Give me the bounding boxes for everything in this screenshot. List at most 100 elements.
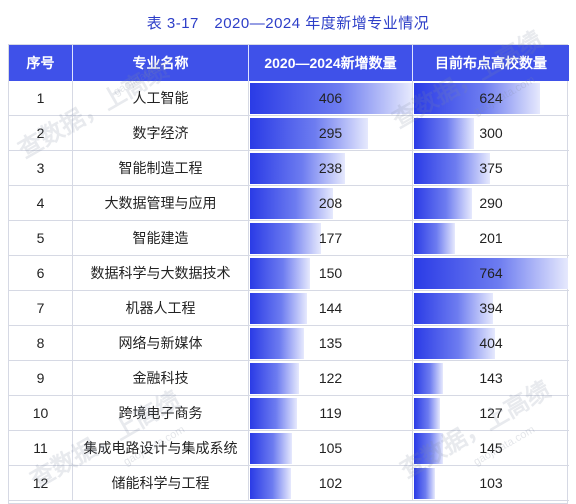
school-count-cell: 394 [413, 291, 569, 326]
table-row: 6 数据科学与大数据技术 150 764 [9, 256, 569, 291]
school-count-cell: 404 [413, 326, 569, 361]
new-count-label: 295 [318, 125, 343, 141]
new-count-label: 119 [319, 405, 342, 421]
row-index: 10 [9, 396, 73, 431]
table-row: 9 金融科技 122 143 [9, 361, 569, 396]
school-count-cell: 201 [413, 221, 569, 256]
row-major-name: 机器人工程 [73, 291, 249, 326]
row-index: 9 [9, 361, 73, 396]
new-count-label: 150 [318, 265, 343, 281]
school-count-label: 404 [479, 335, 503, 351]
school-count-bar [414, 468, 435, 499]
row-index: 7 [9, 291, 73, 326]
school-count-label: 290 [479, 195, 503, 211]
row-major-name: 智能制造工程 [73, 151, 249, 186]
new-count-cell: 119 [249, 396, 413, 431]
header-index: 序号 [9, 45, 73, 81]
school-count-cell: 143 [413, 361, 569, 396]
new-count-bar [250, 433, 292, 464]
school-count-label: 764 [479, 265, 503, 281]
new-count-bar [250, 153, 345, 184]
new-count-bar [250, 328, 304, 359]
new-count-bar [250, 363, 299, 394]
new-count-bar [250, 293, 307, 324]
new-count-cell: 406 [249, 81, 413, 116]
table-row: 10 跨境电子商务 119 127 [9, 396, 569, 431]
school-count-bar [414, 223, 455, 254]
school-count-cell: 103 [413, 466, 569, 501]
row-major-name: 金融科技 [73, 361, 249, 396]
row-index: 8 [9, 326, 73, 361]
header-major-name: 专业名称 [73, 45, 249, 81]
school-count-cell: 624 [413, 81, 569, 116]
school-count-label: 201 [479, 230, 503, 246]
data-table: 序号 专业名称 2020—2024新增数量 目前布点高校数量 1 人工智能 406 6… [8, 44, 569, 504]
table-row: 1 人工智能 406 624 [9, 81, 569, 116]
new-count-cell: 105 [249, 431, 413, 466]
new-count-bar [250, 258, 310, 289]
new-count-cell: 102 [249, 466, 413, 501]
school-count-bar [414, 83, 540, 114]
school-count-cell: 145 [413, 431, 569, 466]
new-count-cell: 295 [249, 116, 413, 151]
table-row: 8 网络与新媒体 135 404 [9, 326, 569, 361]
row-major-name: 人工智能 [73, 81, 249, 116]
school-count-bar [414, 433, 443, 464]
row-index: 2 [9, 116, 73, 151]
table-row: 2 数字经济 295 300 [9, 116, 569, 151]
new-count-cell: 135 [249, 326, 413, 361]
row-major-name: 网络与新媒体 [73, 326, 249, 361]
new-count-cell: 208 [249, 186, 413, 221]
new-count-label: 406 [318, 90, 343, 106]
header-new-count: 2020—2024新增数量 [249, 45, 413, 81]
row-major-name: 智能建造 [73, 221, 249, 256]
new-count-cell: 144 [249, 291, 413, 326]
school-count-cell: 300 [413, 116, 569, 151]
row-index: 12 [9, 466, 73, 501]
row-major-name: 跨境电子商务 [73, 396, 249, 431]
school-count-bar [414, 293, 493, 324]
school-count-bar [414, 188, 472, 219]
school-count-bar [414, 258, 568, 289]
row-major-name: 大数据管理与应用 [73, 186, 249, 221]
table-row: 11 集成电路设计与集成系统 105 145 [9, 431, 569, 466]
new-count-cell: 238 [249, 151, 413, 186]
row-major-name: 数字经济 [73, 116, 249, 151]
school-count-label: 145 [479, 440, 503, 456]
school-count-bar [414, 328, 495, 359]
new-count-cell: 122 [249, 361, 413, 396]
table-title: 表 3-17 2020—2024 年度新增专业情况 [146, 15, 430, 32]
row-major-name: 集成电路设计与集成系统 [73, 431, 249, 466]
table-header-row: 序号 专业名称 2020—2024新增数量 目前布点高校数量 [9, 45, 569, 81]
table-row: 5 智能建造 177 201 [9, 221, 569, 256]
table-row: 12 储能科学与工程 102 103 [9, 466, 569, 501]
new-count-bar [250, 118, 368, 149]
row-index: 1 [9, 81, 73, 116]
new-count-label: 135 [318, 335, 343, 351]
new-count-label: 102 [318, 475, 343, 491]
school-count-label: 103 [479, 475, 503, 491]
new-count-cell: 150 [249, 256, 413, 291]
school-count-label: 143 [479, 370, 503, 386]
row-index: 3 [9, 151, 73, 186]
new-count-cell: 177 [249, 221, 413, 256]
school-count-label: 624 [479, 90, 503, 106]
new-count-label: 208 [318, 195, 343, 211]
new-count-bar [250, 188, 333, 219]
school-count-cell: 127 [413, 396, 569, 431]
table-row: 7 机器人工程 144 394 [9, 291, 569, 326]
new-count-bar [250, 83, 412, 114]
header-school-count: 目前布点高校数量 [435, 55, 547, 71]
school-count-label: 300 [479, 125, 503, 141]
row-major-name: 数据科学与大数据技术 [73, 256, 249, 291]
table-row: 4 大数据管理与应用 208 290 [9, 186, 569, 221]
row-index: 6 [9, 256, 73, 291]
school-count-label: 394 [479, 300, 503, 316]
school-count-bar [414, 153, 490, 184]
school-count-cell: 375 [413, 151, 569, 186]
row-major-name: 储能科学与工程 [73, 466, 249, 501]
school-count-bar [414, 118, 474, 149]
new-count-bar [250, 468, 291, 499]
school-count-cell: 764 [413, 256, 569, 291]
new-count-label: 122 [318, 370, 343, 386]
